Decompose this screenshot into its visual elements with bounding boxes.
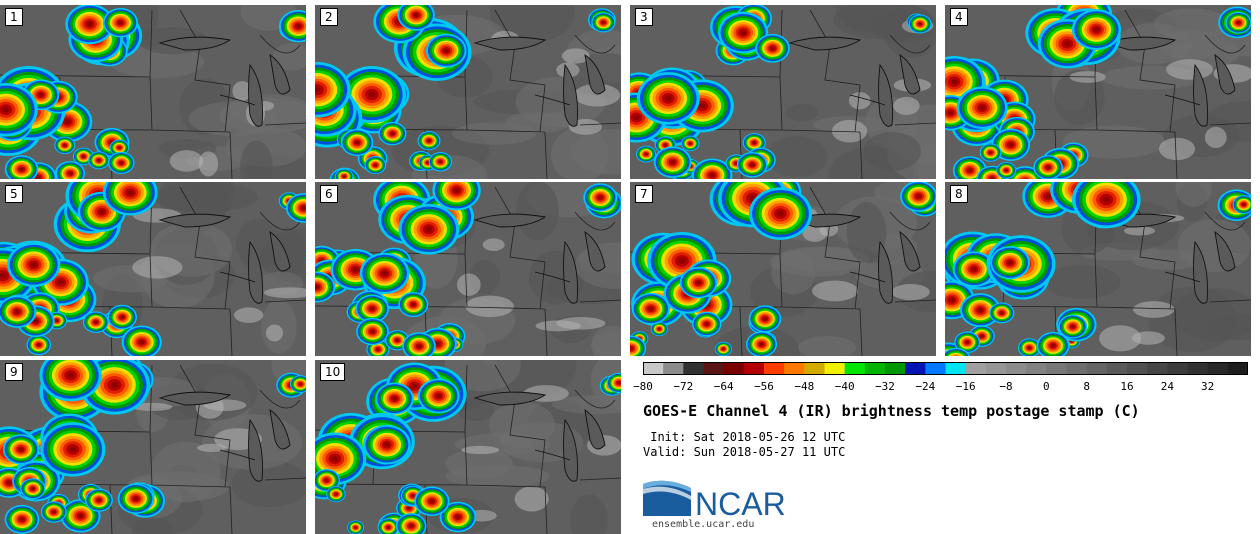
ir-satellite-map [630, 182, 936, 356]
colorbar-segment [1067, 362, 1088, 375]
colorbar-segment [1208, 362, 1229, 375]
ir-satellite-map [315, 360, 621, 534]
colorbar-tick-label: 0 [1043, 380, 1050, 393]
colorbar-segment [1188, 362, 1209, 375]
colorbar-tick-label: 16 [1120, 380, 1133, 393]
colorbar-segment [1006, 362, 1027, 375]
colorbar-segment [683, 362, 704, 375]
colorbar-tick-label: −32 [875, 380, 895, 393]
colorbar-tick-label: 24 [1161, 380, 1174, 393]
ensemble-member-number: 3 [635, 8, 653, 26]
colorbar-segment [1107, 362, 1128, 375]
colorbar-segment [845, 362, 866, 375]
ensemble-member-panel: 9 [0, 360, 306, 534]
ensemble-member-panel: 4 [945, 5, 1251, 179]
ensemble-member-number: 6 [320, 185, 338, 203]
colorbar-segment [825, 362, 846, 375]
ir-satellite-map [945, 5, 1251, 179]
colorbar-segment [1147, 362, 1168, 375]
colorbar-segment [1087, 362, 1108, 375]
colorbar-segment [784, 362, 805, 375]
colorbar-segment [885, 362, 906, 375]
colorbar-tick-label: −8 [999, 380, 1012, 393]
ensemble-member-number: 2 [320, 8, 338, 26]
ensemble-member-panel: 8 [945, 182, 1251, 356]
ensemble-member-number: 7 [635, 185, 653, 203]
ensemble-member-panel: 3 [630, 5, 936, 179]
colorbar-tick-label: −64 [714, 380, 734, 393]
ensemble-member-panel: 6 [315, 182, 621, 356]
colorbar-segment [1026, 362, 1047, 375]
colorbar-segment [643, 362, 664, 375]
colorbar-segment [1127, 362, 1148, 375]
ensemble-member-panel: 2 [315, 5, 621, 179]
colorbar-tick-label: −16 [956, 380, 976, 393]
ensemble-member-panel: 10 [315, 360, 621, 534]
logo-url: ensemble.ucar.edu [652, 519, 754, 530]
ir-satellite-map [0, 182, 306, 356]
colorbar-segment [925, 362, 946, 375]
ncar-logo: NCAR [643, 476, 803, 518]
colorbar-tick-label: −40 [835, 380, 855, 393]
init-time: Init: Sat 2018-05-26 12 UTC [643, 430, 845, 444]
colorbar-tick-label: 8 [1083, 380, 1090, 393]
ir-satellite-map [315, 182, 621, 356]
logo-wordmark: NCAR [695, 486, 786, 518]
valid-time: Valid: Sun 2018-05-27 11 UTC [643, 445, 845, 459]
ensemble-member-number: 8 [950, 185, 968, 203]
colorbar-segment [663, 362, 684, 375]
ensemble-member-number: 10 [320, 363, 345, 381]
colorbar-tick-label: −56 [754, 380, 774, 393]
colorbar-segment [764, 362, 785, 375]
colorbar-segment [744, 362, 765, 375]
ensemble-member-panel: 1 [0, 5, 306, 179]
colorbar-segment [905, 362, 926, 375]
colorbar-segment [724, 362, 745, 375]
colorbar-segment [986, 362, 1007, 375]
ensemble-member-number: 5 [5, 185, 23, 203]
colorbar-segment [1046, 362, 1067, 375]
colorbar-tick-label: −24 [915, 380, 935, 393]
ensemble-member-number: 1 [5, 8, 23, 26]
ir-satellite-map [315, 5, 621, 179]
colorbar-tick-label: −80 [633, 380, 653, 393]
colorbar-tick-label: −72 [673, 380, 693, 393]
temperature-colorbar [643, 362, 1248, 375]
colorbar-tick-label: −48 [794, 380, 814, 393]
colorbar-segment [804, 362, 825, 375]
figure-title: GOES-E Channel 4 (IR) brightness temp po… [643, 402, 1140, 420]
colorbar-segment [966, 362, 987, 375]
ensemble-member-panel: 5 [0, 182, 306, 356]
ensemble-member-panel: 7 [630, 182, 936, 356]
ir-satellite-map [0, 360, 306, 534]
ir-satellite-map [945, 182, 1251, 356]
colorbar-segment [704, 362, 725, 375]
ir-satellite-map [0, 5, 306, 179]
colorbar-segment [1167, 362, 1188, 375]
colorbar-tick-label: 32 [1201, 380, 1214, 393]
colorbar-segment [865, 362, 886, 375]
colorbar-segment [946, 362, 967, 375]
ir-satellite-map [630, 5, 936, 179]
colorbar-segment [1228, 362, 1248, 375]
ensemble-member-number: 9 [5, 363, 23, 381]
ensemble-member-number: 4 [950, 8, 968, 26]
